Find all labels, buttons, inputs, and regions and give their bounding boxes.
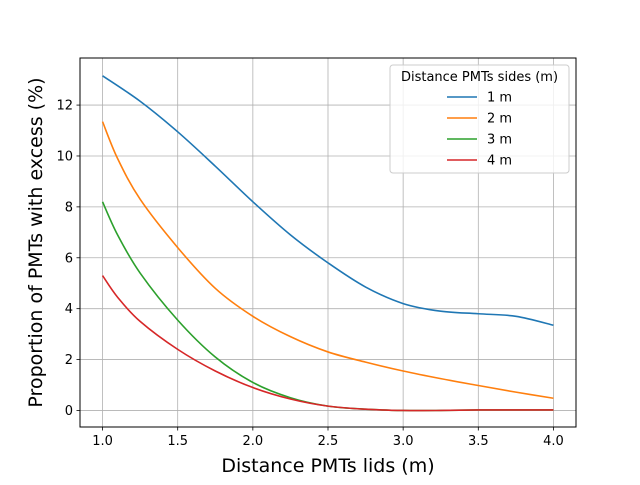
series-line-1 (102, 75, 554, 326)
legend-label-2: 2 m (487, 112, 512, 127)
series-line-2 (101, 121, 554, 400)
x-tick-label: 2.5 (318, 434, 339, 449)
y-tick-label: 10 (56, 149, 73, 164)
legend-label-4: 4 m (487, 154, 512, 169)
y-tick-label: 6 (65, 251, 73, 266)
legend-title: Distance PMTs sides (m) (401, 70, 558, 85)
x-tick-label: 2.0 (243, 434, 264, 449)
x-axis-label: Distance PMTs lids (m) (221, 455, 434, 477)
x-tick-label: 3.0 (393, 434, 414, 449)
series-group (101, 75, 554, 412)
series-line-4 (101, 275, 554, 412)
grid (80, 58, 576, 427)
y-axis-label: Proportion of PMTs with excess (%) (25, 77, 47, 407)
y-tick-label: 0 (65, 404, 73, 419)
legend-label-1: 1 m (487, 91, 512, 106)
legend-items: 1 m 2 m 3 m 4 m (447, 91, 512, 169)
y-tick-label: 4 (65, 302, 73, 317)
y-tick-label: 8 (65, 200, 73, 215)
legend: Distance PMTs sides (m) 1 m 2 m 3 m 4 m (389, 64, 570, 174)
x-tick-label: 3.5 (468, 434, 489, 449)
ticks: 1.0 1.5 2.0 2.5 3.0 3.5 4.0 0 2 4 6 8 10 12 (56, 99, 563, 449)
x-tick-label: 4.0 (543, 434, 564, 449)
legend-box (389, 64, 570, 174)
legend-label-3: 3 m (487, 133, 512, 148)
y-tick-label: 2 (65, 353, 73, 368)
x-tick-label: 1.5 (167, 434, 188, 449)
x-tick-label: 1.0 (92, 434, 113, 449)
y-tick-label: 12 (56, 99, 73, 114)
